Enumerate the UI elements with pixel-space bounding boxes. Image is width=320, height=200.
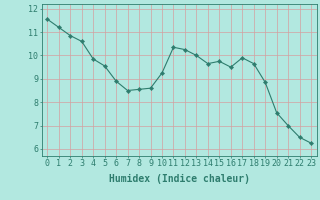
X-axis label: Humidex (Indice chaleur): Humidex (Indice chaleur) [109, 174, 250, 184]
